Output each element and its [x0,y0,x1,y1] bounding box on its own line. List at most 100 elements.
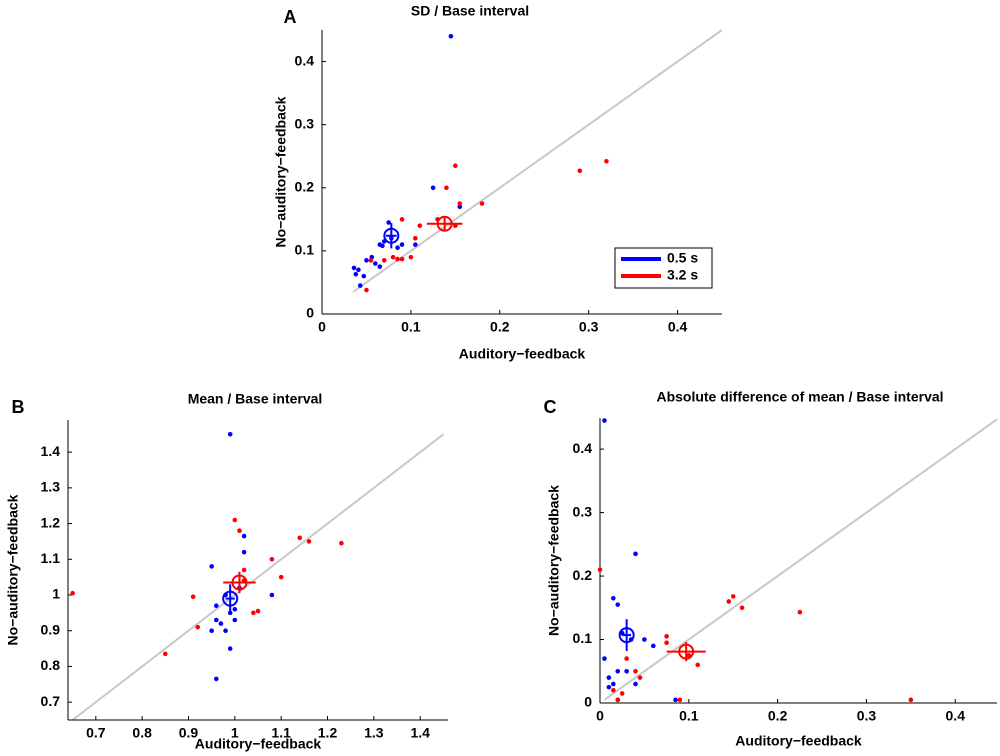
point [606,684,612,690]
legend-label: 0.5 s [667,250,698,266]
point [399,256,405,262]
point [615,602,621,607]
point [209,628,214,634]
x-tick-label: 0.8 [132,725,152,741]
y-tick-label: 0.2 [573,567,593,583]
y-tick-label: 1.1 [41,550,61,566]
point [269,592,275,598]
x-tick-label: 0.1 [401,319,421,335]
y-tick-label: 1.3 [41,479,61,495]
x-tick-label: 0.7 [86,725,106,741]
point [70,590,75,596]
point [213,603,219,609]
x-tick-label: 0.2 [768,708,788,724]
point [364,258,369,263]
point [395,245,400,251]
y-tick-label: 0.4 [295,52,315,68]
y-tick-label: 0.8 [41,657,61,673]
point [602,656,607,661]
point [479,201,485,206]
x-tick-label: 0.4 [946,708,966,724]
panel-label: A [284,7,297,27]
x-axis-label: Auditory−feedback [735,733,862,749]
point [615,697,621,703]
x-tick-label: 1.1 [271,725,291,741]
point [650,643,656,649]
point [356,267,361,273]
point [611,681,616,687]
point [606,675,612,680]
y-tick-label: 0.3 [295,115,315,131]
point [237,528,242,534]
point [306,539,312,544]
identity-line [72,433,444,721]
point [339,540,344,546]
point [364,287,369,293]
point [232,517,238,523]
x-axis-label: Auditory−feedback [195,736,322,752]
x-tick-label: 1.4 [410,725,430,741]
point [278,574,284,580]
point [577,168,583,174]
point [739,605,745,611]
y-tick-label: 0.4 [573,440,593,456]
point [604,158,609,164]
identity-line [603,418,998,701]
point [611,595,616,601]
point [444,185,449,191]
point [232,617,238,623]
point [351,265,357,271]
point [624,668,629,674]
point [227,646,233,651]
point [457,204,463,210]
x-tick-label: 0.4 [668,319,688,335]
point [637,675,643,680]
point [353,271,359,277]
y-tick-label: 0.7 [41,693,61,709]
point [677,697,683,703]
chart-title: SD / Base interval [411,3,529,19]
point [417,223,423,228]
point [730,594,736,599]
panel-label: C [544,397,557,417]
legend-box [614,247,713,289]
point [213,676,219,682]
point [241,549,247,555]
mean-marker [678,643,695,660]
x-tick-label: 1.3 [364,725,384,741]
y-axis-label: No−auditory−feedback [5,494,21,645]
x-tick-label: 0.3 [857,708,877,724]
x-tick-label: 0.2 [490,319,510,335]
point [430,185,436,191]
x-tick-label: 0.9 [179,725,199,741]
point [695,662,700,668]
point [232,606,238,612]
y-tick-label: 0.1 [295,242,315,258]
point [361,273,367,279]
point [642,637,647,642]
point [453,163,458,168]
point [209,564,214,569]
point [386,220,391,225]
y-tick-label: 0.2 [295,178,315,194]
point [297,535,303,541]
y-tick-label: 0 [306,305,314,321]
point [633,681,638,687]
mean-marker [618,627,635,644]
mean-marker [436,215,453,232]
point [251,610,256,616]
point [381,258,387,263]
point [227,431,233,437]
point [633,551,638,557]
point [726,599,732,604]
point [241,567,247,573]
point [395,256,400,262]
mean-marker [231,574,248,591]
y-tick-label: 0.3 [573,503,593,519]
identity-line [352,29,723,293]
point [190,594,196,600]
y-tick-label: 1.4 [41,443,61,459]
point [380,243,385,249]
point [163,651,168,657]
